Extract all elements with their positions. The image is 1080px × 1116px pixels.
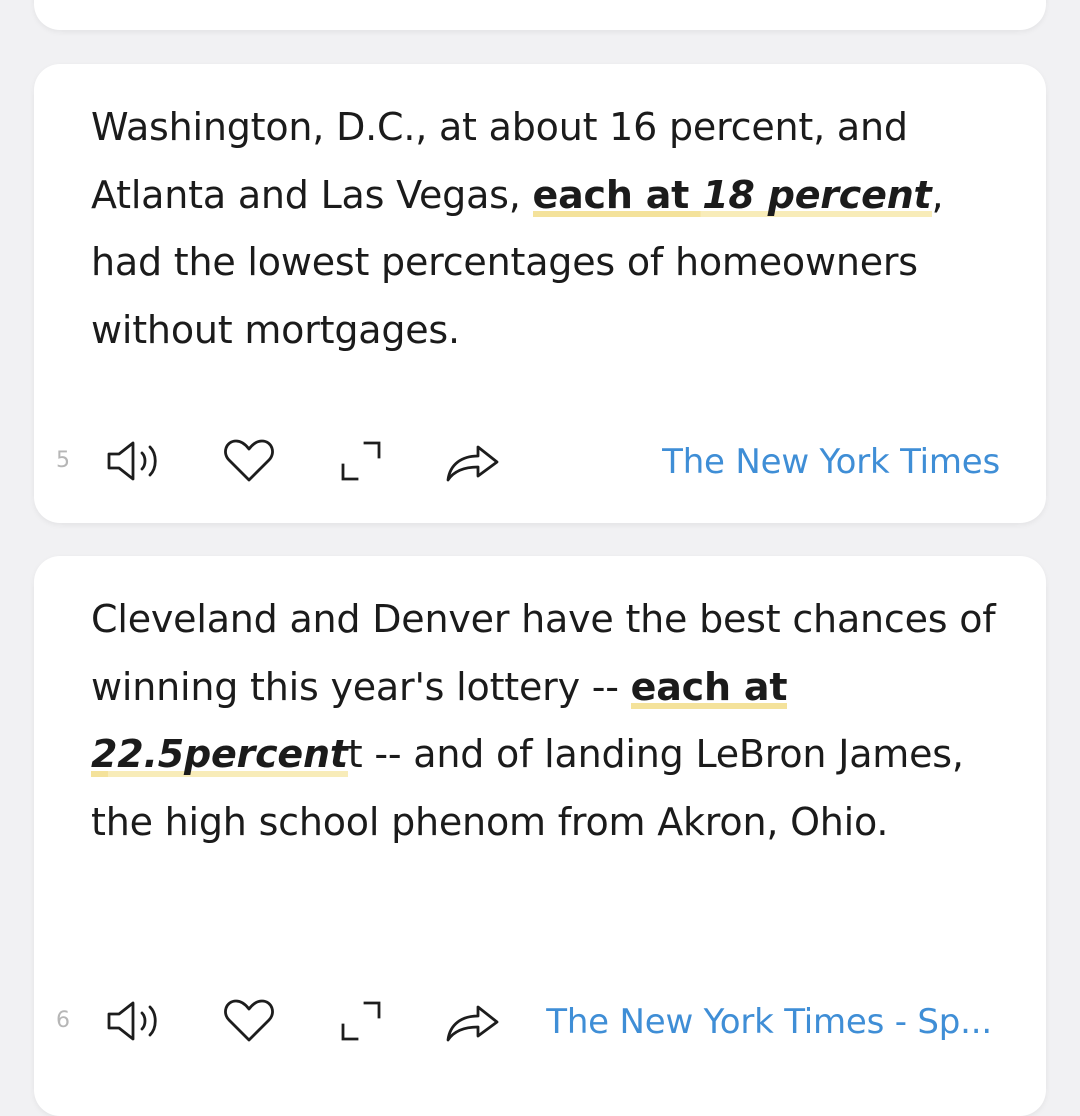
highlighted-phrase: each at 18 percent [532, 172, 932, 223]
sentence-text-before: Cleveland and Denver have the best chanc… [91, 597, 996, 709]
source-link[interactable]: The New York Times [662, 442, 1000, 482]
speaker-icon[interactable] [106, 996, 164, 1046]
sentence-card: Cleveland and Denver have the best chanc… [34, 556, 1046, 1116]
share-icon[interactable] [444, 996, 502, 1046]
highlight-italic: 18 percent [702, 172, 932, 217]
sentence-card: Washington, D.C., at about 16 percent, a… [34, 64, 1046, 523]
sentence-index: 5 [56, 448, 70, 473]
card-actions: 5 The New York Times [34, 430, 1046, 490]
highlight-bold: each at [532, 172, 703, 217]
previous-sentence-card [34, 0, 1046, 30]
source-link[interactable]: The New York Times - Sp... [546, 1002, 992, 1042]
sentence-text-before: Washington, D.C., at about 16 percent, a… [91, 105, 908, 217]
sentence-text: Cleveland and Denver have the best chanc… [91, 586, 1006, 856]
sentence-index: 6 [56, 1008, 70, 1033]
expand-icon[interactable] [332, 996, 390, 1046]
highlight-bold: each at [630, 664, 788, 709]
share-icon[interactable] [444, 436, 502, 486]
card-actions: 6 The New York Times - Sp... [34, 990, 1046, 1050]
sentence-text: Washington, D.C., at about 16 percent, a… [91, 94, 1006, 364]
expand-icon[interactable] [332, 436, 390, 486]
highlight-italic: 22.5percent [91, 732, 348, 776]
heart-icon[interactable] [220, 436, 278, 486]
heart-icon[interactable] [220, 996, 278, 1046]
sentence-text-after: t -- and of landing LeBron James, the hi… [91, 732, 964, 844]
speaker-icon[interactable] [106, 436, 164, 486]
sentence-text-after: , had the lowest percentages of homeowne… [91, 172, 944, 352]
